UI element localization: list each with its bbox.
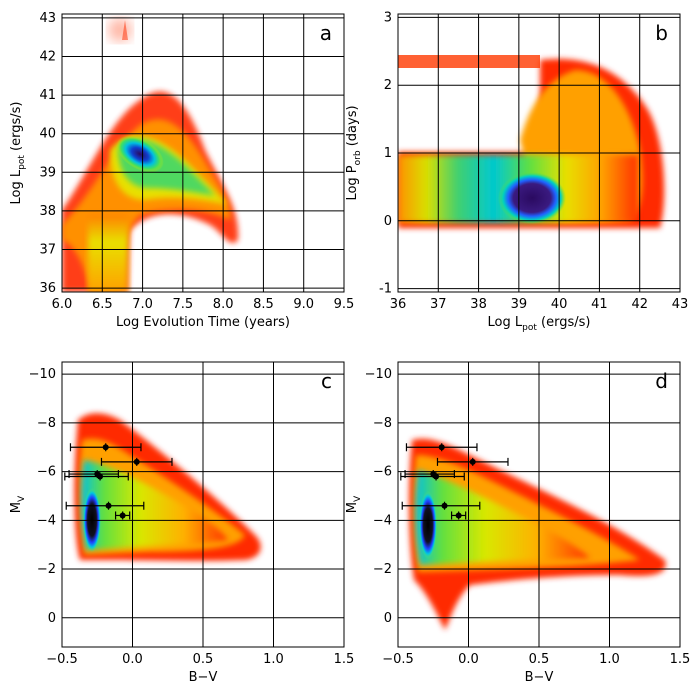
y-tick-label: 0 — [48, 611, 56, 626]
panel-d-density — [409, 438, 666, 630]
y-tick-label: 1 — [384, 146, 392, 161]
y-tick-label: 43 — [39, 11, 56, 26]
y-tick-label: 3 — [384, 10, 392, 25]
y-tick-label: −10 — [29, 367, 56, 382]
y-tick-label: −2 — [373, 562, 392, 577]
x-tick-label: 37 — [430, 297, 447, 312]
x-tick-label: 0.0 — [458, 652, 479, 667]
x-tick-label: 38 — [470, 297, 487, 312]
y-tick-label: 2 — [384, 78, 392, 93]
y-tick-label: −4 — [37, 513, 56, 528]
y-tick-label: −6 — [373, 465, 392, 480]
y-tick-label: −2 — [37, 562, 56, 577]
y-tick-label: 0 — [384, 214, 392, 229]
y-tick-label: 42 — [39, 49, 56, 64]
y-tick-label: 0 — [384, 611, 392, 626]
y-tick-label: 38 — [39, 204, 56, 219]
data-point — [97, 473, 104, 480]
x-tick-label: 43 — [672, 297, 689, 312]
y-tick-label: -1 — [379, 282, 392, 297]
y-tick-label: 41 — [39, 88, 56, 103]
y-axis-label: Log Porb (days) — [345, 105, 363, 200]
x-tick-label: 6.0 — [52, 297, 73, 312]
x-tick-label: 9.5 — [334, 297, 355, 312]
data-point — [105, 502, 112, 509]
data-point — [438, 444, 445, 451]
panel-a: 6.0 6.5 7.0 7.5 8.0 8.5 9.0 9.5 36 37 38 39 40 41 42 43… — [9, 11, 354, 330]
x-axis-label: Log Evolution Time (years) — [116, 315, 290, 330]
y-tick-label: 40 — [39, 127, 56, 142]
x-tick-label: −0.5 — [382, 652, 414, 667]
x-tick-label: 1.0 — [263, 652, 284, 667]
panel-b: 36 37 38 39 40 41 42 43 -1 0 1 2 3 b Log Lpot (ergs/s)… — [345, 10, 688, 333]
x-tick-label: 7.0 — [132, 297, 153, 312]
panel-d: −0.5 0.0 0.5 1.0 1.5 0 −2 −4 −6 −8 −10 d B−V MV — [345, 361, 691, 685]
plot-frame — [397, 13, 681, 293]
y-axis-label: Log Lpot (ergs/s) — [9, 102, 27, 205]
y-axis-label: MV — [9, 495, 27, 513]
x-tick-label: 8.0 — [213, 297, 234, 312]
x-tick-label: 39 — [511, 297, 528, 312]
x-tick-label: −0.5 — [46, 652, 78, 667]
x-tick-label: 0.5 — [193, 652, 214, 667]
panel-c: −0.5 0.0 0.5 1.0 1.5 0 −2 −4 −6 −8 −10 c B−V MV — [9, 361, 355, 685]
y-tick-label: 37 — [39, 243, 56, 258]
y-tick-label: −6 — [37, 465, 56, 480]
x-tick-label: 0.0 — [122, 652, 143, 667]
x-axis-label: Log Lpot (ergs/s) — [488, 315, 591, 333]
y-tick-label: −8 — [373, 416, 392, 431]
data-point — [469, 458, 476, 465]
panel-c-density — [74, 413, 261, 561]
plot-frame — [61, 361, 345, 648]
panel-letter: b — [655, 21, 668, 45]
data-point — [119, 512, 126, 519]
y-tick-label: −10 — [365, 367, 392, 382]
x-tick-label: 40 — [551, 297, 568, 312]
data-point — [441, 502, 448, 509]
x-tick-label: 41 — [591, 297, 608, 312]
x-tick-label: 1.5 — [334, 652, 355, 667]
x-tick-label: 42 — [631, 297, 648, 312]
data-point — [102, 444, 109, 451]
x-axis-label: B−V — [189, 670, 218, 685]
panel-a-density — [62, 18, 239, 292]
x-axis-label: B−V — [525, 670, 554, 685]
panel-letter: a — [320, 21, 332, 45]
x-tick-label: 8.5 — [253, 297, 274, 312]
y-axis-label: MV — [345, 495, 363, 513]
panel-letter: d — [655, 369, 668, 393]
y-tick-label: 36 — [39, 281, 56, 296]
x-tick-label: 1.0 — [599, 652, 620, 667]
x-tick-label: 9.0 — [293, 297, 314, 312]
panel-letter: c — [321, 369, 332, 393]
x-tick-label: 6.5 — [92, 297, 113, 312]
x-tick-label: 0.5 — [529, 652, 550, 667]
y-tick-label: −8 — [37, 416, 56, 431]
data-point — [133, 458, 140, 465]
x-tick-label: 1.5 — [670, 652, 691, 667]
plot-frame — [61, 13, 345, 293]
y-tick-label: −4 — [373, 513, 392, 528]
y-tick-label: 39 — [39, 165, 56, 180]
x-tick-label: 36 — [390, 297, 407, 312]
x-tick-label: 7.5 — [173, 297, 194, 312]
plot-frame — [397, 361, 681, 648]
data-point — [433, 473, 440, 480]
data-point — [455, 512, 462, 519]
